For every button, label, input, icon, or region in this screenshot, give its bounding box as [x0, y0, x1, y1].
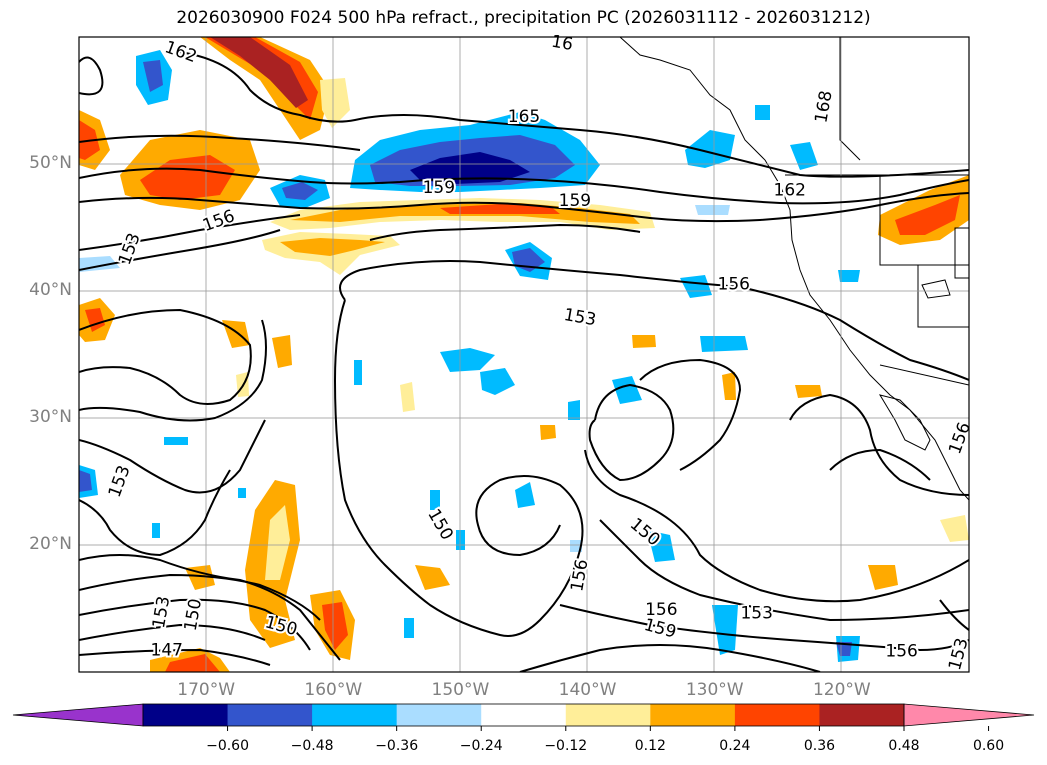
colorbar-tick-label: −0.36 [375, 738, 419, 754]
lon-label: 140°W [558, 680, 617, 700]
colorbar-tick-label: 0.12 [634, 738, 666, 754]
colorbar-tick-label: −0.48 [290, 738, 334, 754]
contour-label: 156 [645, 600, 677, 620]
lon-label: 130°W [685, 680, 744, 700]
gridlines [79, 37, 969, 672]
coastline [619, 37, 969, 501]
colorbar-segment [650, 704, 736, 726]
map-area [79, 37, 969, 672]
map-frame [78, 36, 970, 673]
contour-label: 162 [774, 181, 806, 201]
colorbar-segment [565, 704, 651, 726]
colorbar-segment [734, 704, 820, 726]
contour-label: 147 [151, 640, 183, 660]
colorbar-segment [312, 704, 398, 726]
colorbar-segment [396, 704, 482, 726]
colorbar-tick-label: 0.60 [972, 738, 1005, 754]
colorbar-segment [819, 704, 905, 726]
colorbar-extend-high [903, 703, 1035, 727]
colorbar-tick-label: −0.24 [459, 738, 503, 754]
contour-label: 16 [550, 32, 575, 55]
contour-label: 156 [885, 642, 917, 662]
map-title: 2026030900 F024 500 hPa refract., precip… [176, 8, 871, 28]
contour-label: 159 [559, 191, 591, 211]
contour-label: 165 [508, 107, 540, 127]
colorbar-segment [227, 704, 313, 726]
colorbar-tick-label: −0.60 [206, 738, 249, 754]
colorbar-tick-label: 0.36 [803, 738, 836, 754]
precip-shading [79, 37, 969, 672]
lon-label: 120°W [812, 680, 871, 700]
contour-label: 153 [740, 604, 772, 624]
colorbar-segment [481, 704, 567, 726]
colorbar-tick-label: −0.12 [544, 738, 588, 754]
lon-label: 160°W [304, 680, 363, 700]
colorbar-tick-label: 0.48 [888, 738, 920, 754]
colorbar-tick-label: 0.24 [719, 738, 751, 754]
refractivity-contours [79, 51, 969, 672]
lat-label: 20°N [29, 534, 72, 554]
contour-label: 159 [423, 178, 455, 198]
lon-label: 150°W [431, 680, 490, 700]
contour-label: 156 [718, 275, 750, 295]
lat-label: 40°N [29, 280, 72, 300]
colorbar-segment [143, 704, 229, 726]
colorbar [12, 703, 1035, 731]
lat-label: 50°N [29, 153, 72, 173]
colorbar-extend-low [12, 703, 144, 727]
colorbar-outline [142, 703, 905, 727]
lon-label: 170°W [177, 680, 236, 700]
lat-label: 30°N [29, 407, 72, 427]
